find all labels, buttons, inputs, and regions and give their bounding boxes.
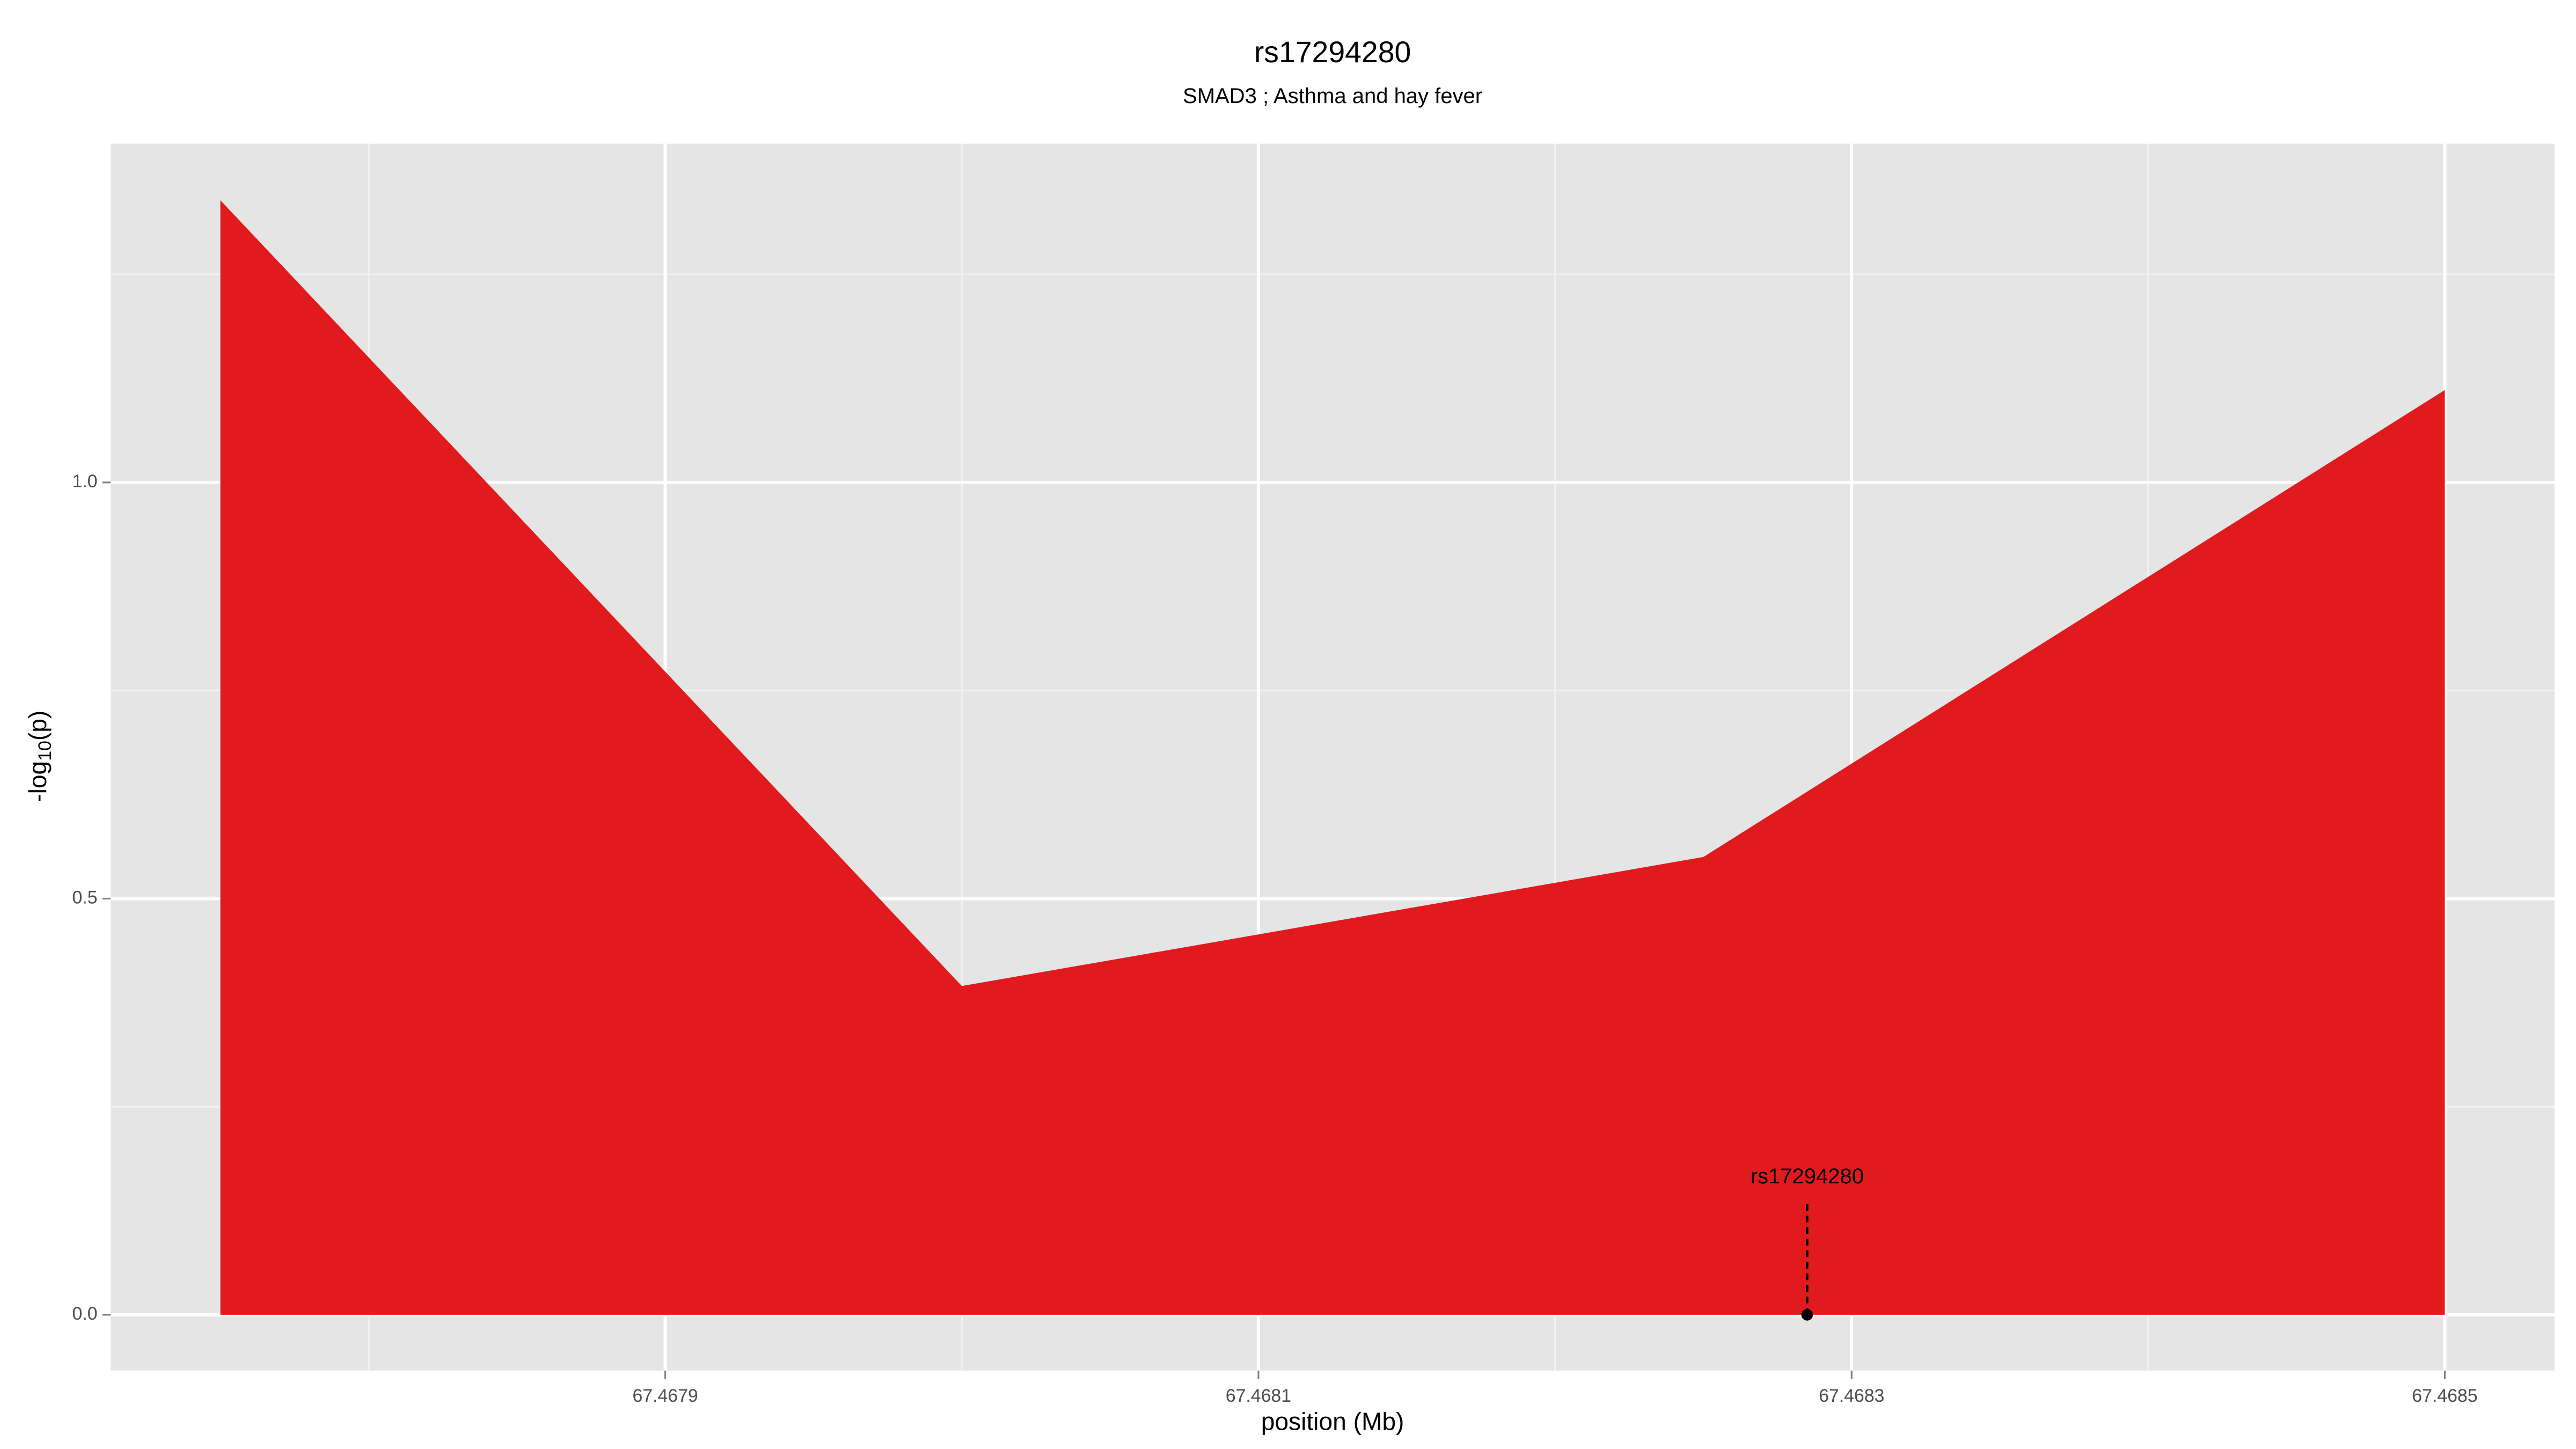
x-tick-label: 67.4685 <box>2412 1386 2477 1406</box>
y-axis-title-part: 10 <box>35 741 55 761</box>
area <box>220 200 2445 1315</box>
x-axis-title: position (Mb) <box>1261 1407 1404 1435</box>
annotation-label: rs17294280 <box>1751 1165 1864 1188</box>
x-tick-label: 67.4683 <box>1819 1386 1884 1406</box>
y-axis-title-part: (p) <box>24 711 52 741</box>
chart-title: rs17294280 <box>1254 35 1411 69</box>
y-axis-title: -log10(p) <box>24 711 55 802</box>
annotation-point <box>1801 1309 1813 1321</box>
marks: rs17294280 <box>220 200 2445 1321</box>
y-axis-title-part: -log <box>24 761 52 802</box>
y-tick-label: 0.5 <box>72 887 98 908</box>
x-tick-label: 67.4679 <box>632 1386 698 1406</box>
x-tick-label: 67.4681 <box>1226 1386 1291 1406</box>
chart-subtitle: SMAD3 ; Asthma and hay fever <box>1183 84 1482 108</box>
y-tick-label: 1.0 <box>72 471 98 492</box>
labels: 67.4679 67.4681 67.4683 67.4685 0.0 0.5 1.0 <box>72 471 2478 1406</box>
y-tick-label: 0.0 <box>72 1304 98 1324</box>
